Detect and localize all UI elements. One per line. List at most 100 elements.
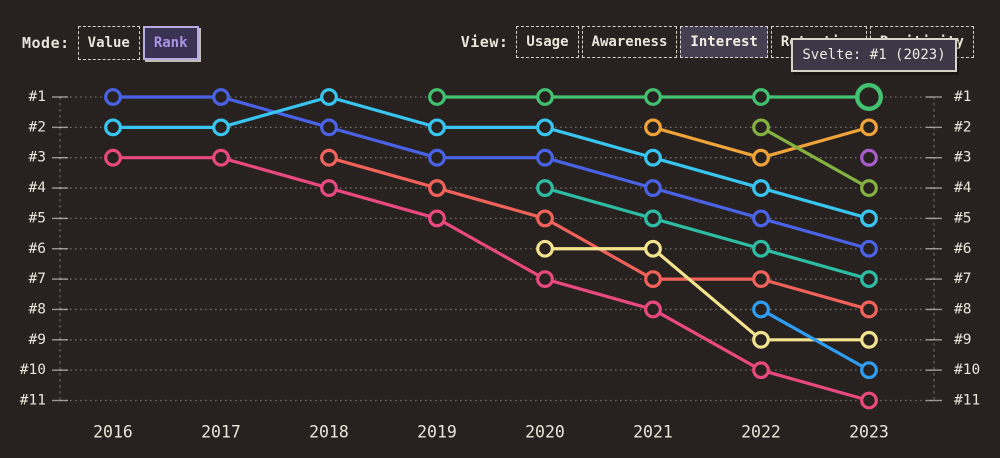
cyan-line <box>111 95 871 220</box>
year-label: 2020 <box>525 423 565 442</box>
rank-label-left: #4 <box>29 180 47 196</box>
cyan-point-2021[interactable] <box>644 148 662 167</box>
purple-point-2023[interactable] <box>860 148 878 167</box>
salmon-point-2021[interactable] <box>644 270 662 289</box>
blue-point-2020[interactable] <box>536 148 554 167</box>
salmon-point-2019[interactable] <box>428 179 446 197</box>
yellow-point-2023[interactable] <box>860 330 878 349</box>
blue-point-2018[interactable] <box>320 118 338 137</box>
view-option-usage[interactable]: Usage <box>516 26 579 58</box>
rank-label-left: #9 <box>29 332 46 348</box>
mode-option-value[interactable]: Value <box>77 26 140 60</box>
rank-label-right: #1 <box>954 89 971 105</box>
cyan-point-2019[interactable] <box>428 118 446 137</box>
pink-point-2020[interactable] <box>536 270 554 289</box>
svelte-green-point-2022[interactable] <box>752 88 770 106</box>
rank-label-right: #9 <box>954 332 971 348</box>
pink-point-2017[interactable] <box>212 148 230 167</box>
teal-point-2020[interactable] <box>536 179 554 197</box>
salmon-point-2020[interactable] <box>536 209 554 228</box>
pink-line <box>111 156 871 403</box>
pink-point-2021[interactable] <box>644 300 662 319</box>
pink-point-2022[interactable] <box>752 361 770 380</box>
blue-point-2016[interactable] <box>104 88 122 106</box>
cyan-point-2022[interactable] <box>752 179 770 197</box>
orange-point-2021[interactable] <box>644 118 662 137</box>
salmon-point-2023[interactable] <box>860 300 878 319</box>
svelte-green-point-2021[interactable] <box>644 88 662 106</box>
teal-point-2022[interactable] <box>752 239 770 258</box>
salmon-line <box>327 156 871 312</box>
svelte-green-point-2020[interactable] <box>536 88 554 106</box>
rank-label-right: #2 <box>954 119 971 135</box>
view-label: View: <box>460 33 509 51</box>
blue-line <box>111 95 871 251</box>
year-label: 2022 <box>741 423 781 442</box>
tooltip: Svelte: #1 (2023) <box>791 38 957 72</box>
rank-label-left: #7 <box>29 271 46 287</box>
yellow-point-2021[interactable] <box>644 239 662 258</box>
olive-point-2022[interactable] <box>752 118 770 137</box>
pink-point-2018[interactable] <box>320 179 338 197</box>
teal-point-2021[interactable] <box>644 209 662 228</box>
blue-point-2022[interactable] <box>752 209 770 228</box>
year-label: 2016 <box>93 423 133 442</box>
year-label: 2019 <box>417 423 457 442</box>
sky-point-2023[interactable] <box>860 361 878 380</box>
rank-label-left: #6 <box>29 241 46 257</box>
highlighted-point[interactable] <box>855 82 884 111</box>
tooltip-text: Svelte: #1 (2023) <box>802 47 946 63</box>
yellow-point-2020[interactable] <box>536 239 554 258</box>
pink-point-2023[interactable] <box>860 391 878 410</box>
cyan-point-2023[interactable] <box>860 209 878 228</box>
year-label: 2017 <box>201 423 241 442</box>
rank-label-left: #1 <box>29 89 46 105</box>
rank-label-right: #8 <box>954 301 971 317</box>
mode-option-rank[interactable]: Rank <box>142 26 199 60</box>
rank-label-right: #10 <box>954 362 980 378</box>
blue-point-2021[interactable] <box>644 179 662 197</box>
rank-label-right: #6 <box>954 241 971 257</box>
olive-line <box>759 125 871 190</box>
pink-point-2016[interactable] <box>104 148 122 167</box>
cyan-point-2020[interactable] <box>536 118 554 137</box>
rank-label-left: #5 <box>29 210 46 226</box>
orange-point-2023[interactable] <box>860 118 878 137</box>
orange-point-2022[interactable] <box>752 148 770 167</box>
mode-label: Mode: <box>22 34 70 52</box>
blue-point-2023[interactable] <box>860 239 878 258</box>
salmon-point-2022[interactable] <box>752 270 770 289</box>
year-label: 2021 <box>633 423 673 442</box>
year-label: 2023 <box>849 423 889 442</box>
rank-label-left: #3 <box>29 150 46 166</box>
blue-point-2019[interactable] <box>428 148 446 167</box>
rank-label-left: #10 <box>20 362 46 378</box>
view-option-awareness[interactable]: Awareness <box>581 26 678 58</box>
rank-label-right: #4 <box>954 180 972 196</box>
cyan-point-2016[interactable] <box>104 118 122 137</box>
teal-point-2023[interactable] <box>860 270 878 289</box>
salmon-point-2018[interactable] <box>320 148 338 167</box>
olive-point-2023[interactable] <box>860 179 878 197</box>
cyan-point-2018[interactable] <box>320 88 338 106</box>
cyan-point-2017[interactable] <box>212 118 230 137</box>
rank-label-left: #8 <box>29 301 46 317</box>
mode-button-row: Value Rank <box>77 26 199 60</box>
svelte-green-point-2019[interactable] <box>428 88 446 106</box>
teal-line <box>543 186 871 281</box>
mode-control-group: Mode: Value Rank <box>22 26 199 60</box>
rank-label-left: #11 <box>20 393 46 409</box>
sky-point-2022[interactable] <box>752 300 770 319</box>
year-label: 2018 <box>309 423 349 442</box>
blue-point-2017[interactable] <box>212 88 230 106</box>
sky-line <box>759 307 871 372</box>
rank-label-left: #2 <box>29 119 46 135</box>
rank-label-right: #3 <box>954 150 971 166</box>
pink-point-2019[interactable] <box>428 209 446 228</box>
rank-label-right: #11 <box>954 393 980 409</box>
rank-label-right: #7 <box>954 271 971 287</box>
view-option-interest[interactable]: Interest <box>680 26 768 58</box>
yellow-point-2022[interactable] <box>752 330 770 349</box>
